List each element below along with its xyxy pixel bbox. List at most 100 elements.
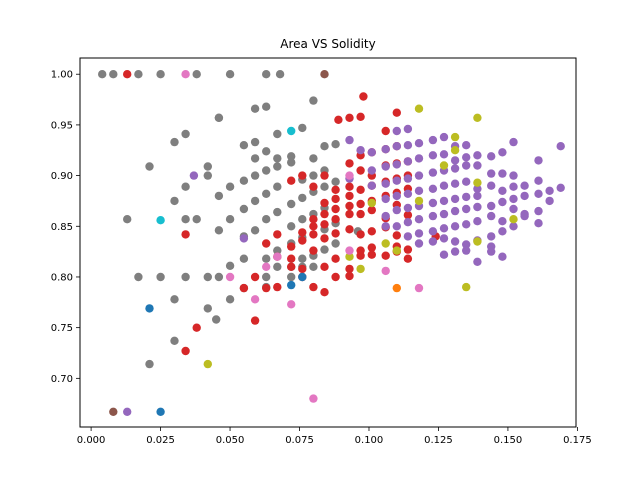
data-point (287, 222, 296, 231)
data-point (428, 211, 438, 221)
data-point (498, 217, 507, 226)
data-point (473, 191, 482, 201)
data-point (381, 251, 390, 260)
data-point (356, 166, 365, 175)
data-point (381, 239, 390, 248)
data-point (262, 70, 271, 79)
data-point (392, 176, 401, 185)
data-point (123, 70, 132, 79)
x-axis: 0.000 0.025 0.050 0.075 0.100 0.125 0.150 0.175 (77, 427, 592, 446)
data-point (473, 217, 482, 226)
data-point (331, 215, 340, 224)
data-point (309, 182, 318, 191)
data-point (170, 137, 179, 147)
data-point (123, 215, 132, 224)
data-point (534, 206, 543, 216)
data-point (367, 250, 376, 259)
data-point (320, 262, 329, 271)
data-point (298, 264, 307, 274)
data-point (181, 346, 190, 356)
data-point (320, 209, 329, 219)
x-tick-label: 0.075 (285, 435, 314, 446)
data-point (403, 254, 413, 263)
data-point (367, 181, 376, 190)
data-point (381, 179, 390, 188)
data-point (320, 171, 329, 180)
data-point (225, 261, 235, 270)
data-point (239, 141, 249, 150)
data-point (331, 194, 340, 204)
data-point (320, 198, 329, 208)
data-point (356, 264, 365, 274)
data-point (320, 142, 329, 151)
data-point (439, 161, 449, 170)
data-point (381, 145, 390, 154)
data-point (392, 205, 401, 215)
data-point (156, 70, 165, 79)
y-tick-label: 0.90 (51, 171, 73, 182)
data-point (262, 189, 271, 198)
data-point (109, 407, 118, 416)
data-point (462, 204, 471, 214)
data-point (414, 171, 424, 180)
data-point (98, 70, 107, 79)
data-point (287, 272, 296, 282)
data-point (156, 216, 165, 225)
data-point (403, 124, 413, 134)
data-point (487, 181, 496, 190)
data-point (331, 177, 340, 186)
data-point (331, 229, 340, 238)
data-point (309, 171, 318, 180)
data-point (287, 152, 296, 161)
data-point (331, 254, 340, 263)
data-point (403, 218, 413, 227)
data-point (262, 166, 271, 175)
data-point (487, 232, 496, 241)
data-point (345, 252, 354, 261)
data-point (331, 140, 340, 149)
data-point (428, 227, 438, 236)
data-point (192, 323, 201, 332)
y-axis: 0.70 0.75 0.80 0.85 0.90 0.95 1.00 (51, 70, 80, 385)
data-point (189, 171, 199, 180)
data-point (298, 171, 307, 180)
data-point (450, 179, 460, 188)
y-tick-label: 0.70 (51, 374, 73, 385)
data-point (309, 246, 318, 255)
data-point (498, 148, 507, 157)
x-tick-label: 0.150 (494, 435, 523, 446)
data-point (367, 198, 376, 208)
data-point (392, 142, 401, 151)
data-point (414, 139, 424, 148)
data-point (498, 252, 507, 261)
data-point (203, 359, 212, 369)
data-point (439, 209, 449, 219)
data-point (414, 186, 424, 195)
data-point (414, 239, 424, 248)
data-point (439, 250, 449, 259)
data-point (250, 226, 260, 235)
y-tick-label: 0.80 (51, 272, 73, 283)
data-point (392, 246, 401, 255)
data-point (331, 272, 340, 282)
data-point (203, 171, 212, 180)
data-point (181, 272, 190, 282)
data-point (192, 70, 201, 79)
data-point (250, 104, 260, 113)
data-point (250, 316, 260, 325)
data-point (428, 151, 438, 160)
data-point (250, 196, 260, 206)
data-point (462, 192, 471, 202)
data-point (298, 193, 307, 203)
data-point (214, 226, 224, 235)
data-point (287, 176, 296, 185)
data-point (392, 126, 401, 136)
data-point (450, 194, 460, 204)
data-point (273, 230, 282, 239)
data-point (473, 184, 482, 193)
data-point (509, 222, 518, 231)
data-point (534, 189, 543, 198)
data-point (381, 266, 390, 276)
data-point (439, 196, 449, 206)
data-point (239, 254, 249, 263)
